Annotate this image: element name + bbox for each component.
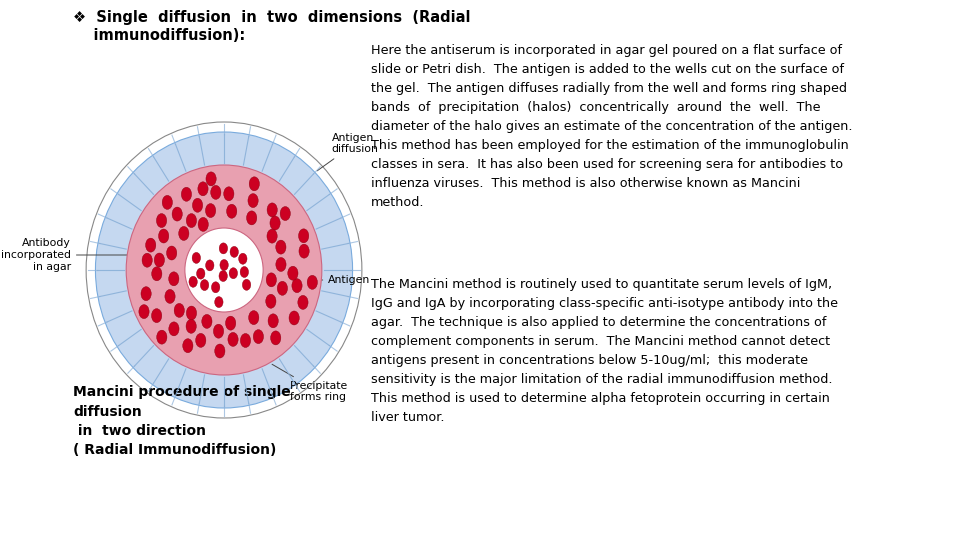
- Ellipse shape: [202, 314, 212, 328]
- Ellipse shape: [288, 266, 298, 280]
- Ellipse shape: [299, 244, 309, 258]
- Ellipse shape: [227, 204, 237, 218]
- Ellipse shape: [181, 187, 192, 201]
- Ellipse shape: [248, 194, 258, 207]
- Ellipse shape: [165, 289, 175, 303]
- Ellipse shape: [156, 330, 167, 344]
- Ellipse shape: [249, 310, 259, 325]
- Ellipse shape: [179, 226, 189, 240]
- Ellipse shape: [267, 203, 277, 217]
- Ellipse shape: [146, 238, 156, 252]
- Ellipse shape: [156, 214, 167, 227]
- Ellipse shape: [186, 306, 197, 320]
- Ellipse shape: [169, 272, 179, 286]
- Ellipse shape: [298, 295, 308, 309]
- Ellipse shape: [158, 229, 169, 243]
- Ellipse shape: [219, 271, 228, 281]
- Ellipse shape: [172, 207, 182, 221]
- Circle shape: [95, 132, 352, 408]
- Ellipse shape: [141, 287, 152, 301]
- Ellipse shape: [186, 319, 196, 333]
- Ellipse shape: [169, 322, 180, 336]
- Ellipse shape: [142, 253, 153, 267]
- Circle shape: [185, 228, 263, 312]
- Ellipse shape: [215, 296, 223, 308]
- Ellipse shape: [215, 344, 225, 358]
- Ellipse shape: [211, 282, 220, 293]
- Ellipse shape: [250, 177, 259, 191]
- Ellipse shape: [166, 246, 177, 260]
- Ellipse shape: [198, 182, 208, 196]
- Ellipse shape: [240, 267, 249, 278]
- Ellipse shape: [139, 305, 149, 319]
- Ellipse shape: [182, 339, 193, 353]
- Ellipse shape: [228, 333, 238, 346]
- Ellipse shape: [224, 187, 234, 201]
- Ellipse shape: [192, 198, 203, 212]
- Ellipse shape: [152, 309, 162, 322]
- Ellipse shape: [266, 273, 276, 287]
- Ellipse shape: [189, 276, 198, 287]
- Text: immunodiffusion):: immunodiffusion):: [73, 28, 246, 43]
- Circle shape: [86, 122, 362, 418]
- Ellipse shape: [242, 279, 251, 291]
- Ellipse shape: [226, 316, 236, 330]
- Ellipse shape: [277, 281, 287, 295]
- Ellipse shape: [205, 260, 214, 271]
- Ellipse shape: [229, 268, 237, 279]
- Ellipse shape: [230, 246, 238, 258]
- Ellipse shape: [174, 303, 184, 318]
- Ellipse shape: [280, 207, 290, 220]
- Ellipse shape: [196, 333, 205, 347]
- Ellipse shape: [213, 324, 224, 338]
- Ellipse shape: [186, 214, 197, 227]
- Text: The Mancini method is routinely used to quantitate serum levels of IgM,
IgG and : The Mancini method is routinely used to …: [372, 278, 838, 424]
- Ellipse shape: [299, 229, 309, 243]
- Ellipse shape: [152, 267, 162, 281]
- Ellipse shape: [220, 260, 228, 271]
- Ellipse shape: [162, 195, 173, 210]
- Ellipse shape: [239, 253, 247, 264]
- Ellipse shape: [253, 329, 263, 343]
- Ellipse shape: [219, 243, 228, 254]
- Ellipse shape: [268, 314, 278, 328]
- Text: Antigen
diffusion: Antigen diffusion: [317, 133, 378, 171]
- Ellipse shape: [155, 253, 164, 267]
- Ellipse shape: [276, 240, 286, 254]
- Ellipse shape: [206, 172, 216, 186]
- Ellipse shape: [307, 275, 318, 289]
- Ellipse shape: [192, 252, 201, 264]
- Ellipse shape: [197, 268, 204, 279]
- Text: Antibody
incorporated
in agar: Antibody incorporated in agar: [1, 238, 129, 272]
- Text: ❖  Single  diffusion  in  two  dimensions  (Radial: ❖ Single diffusion in two dimensions (Ra…: [73, 10, 470, 25]
- Ellipse shape: [289, 311, 300, 325]
- Ellipse shape: [270, 216, 280, 230]
- Ellipse shape: [205, 204, 216, 218]
- Ellipse shape: [266, 294, 276, 308]
- Ellipse shape: [198, 218, 208, 231]
- Text: Here the antiserum is incorporated in agar gel poured on a flat surface of
slide: Here the antiserum is incorporated in ag…: [372, 44, 852, 209]
- Text: Antigen: Antigen: [303, 275, 371, 285]
- Ellipse shape: [247, 211, 256, 225]
- Ellipse shape: [276, 258, 286, 272]
- Ellipse shape: [271, 331, 281, 345]
- Ellipse shape: [267, 229, 277, 243]
- Ellipse shape: [201, 280, 208, 291]
- Circle shape: [126, 165, 322, 375]
- Ellipse shape: [240, 334, 251, 348]
- Ellipse shape: [292, 279, 302, 293]
- Text: Mancini procedure of single
diffusion
 in  two direction
( Radial Immunodiffusio: Mancini procedure of single diffusion in…: [73, 385, 291, 457]
- Ellipse shape: [210, 185, 221, 199]
- Text: Precipitate
forms ring: Precipitate forms ring: [272, 364, 348, 402]
